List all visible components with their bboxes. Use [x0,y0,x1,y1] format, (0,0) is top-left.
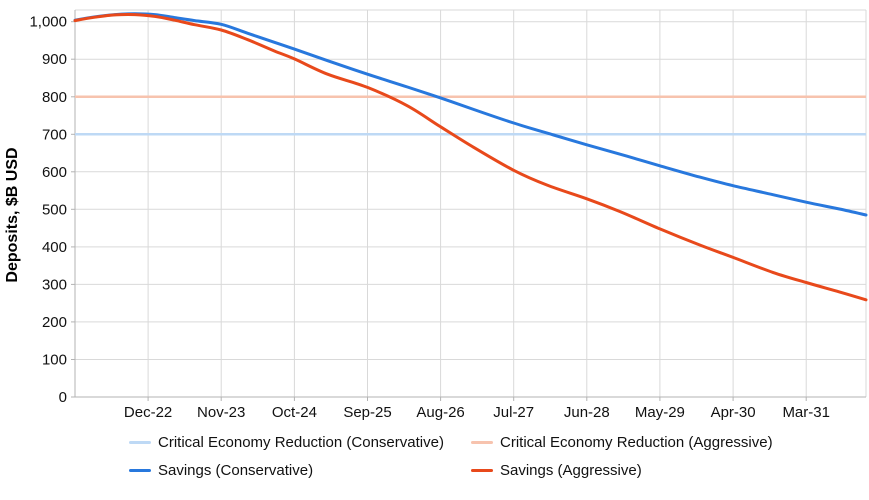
x-tick-label: Sep-25 [343,404,391,421]
y-tick-label: 300 [42,276,67,293]
legend-label: Savings (Conservative) [158,462,314,479]
y-tick-label: 500 [42,201,67,218]
y-tick-label: 0 [59,389,67,406]
y-tick-label: 100 [42,352,67,369]
y-tick-label: 200 [42,314,67,331]
y-tick-label: 400 [42,239,67,256]
legend-swatch [129,469,151,472]
x-tick-label: May-29 [635,404,685,421]
chart-legend: Critical Economy Reduction (Conservative… [0,433,869,480]
y-tick-label: 800 [42,89,67,106]
series-line-savings-conservative [73,12,868,217]
x-tick-label: Dec-22 [124,404,172,421]
legend-label: Savings (Aggressive) [500,462,642,479]
x-tick-label: Jun-28 [564,404,610,421]
x-tick-label: Apr-30 [711,404,756,421]
y-tick-label: 900 [42,51,67,68]
x-tick-label: Mar-31 [782,404,830,421]
x-tick-label: Nov-23 [197,404,245,421]
legend-item: Savings (Aggressive) [471,461,813,480]
legend-label: Critical Economy Reduction (Conservative… [158,434,444,451]
legend-swatch [471,441,493,444]
series-line-savings-aggressive [73,12,868,302]
x-tick-label: Jul-27 [493,404,534,421]
y-tick-label: 600 [42,164,67,181]
legend-swatch [129,441,151,444]
legend-item: Savings (Conservative) [129,461,471,480]
x-tick-label: Aug-26 [416,404,464,421]
y-tick-label: 1,000 [29,14,67,31]
legend-item: Critical Economy Reduction (Conservative… [129,433,471,452]
y-tick-label: 700 [42,126,67,143]
legend-swatch [471,469,493,472]
legend-item: Critical Economy Reduction (Aggressive) [471,433,813,452]
legend-label: Critical Economy Reduction (Aggressive) [500,434,773,451]
line-chart-canvas: 0 100 200 300 400 500 600 700 800 900 1,000 Dec-22 N… [29,9,868,421]
x-tick-label: Oct-24 [272,404,317,421]
